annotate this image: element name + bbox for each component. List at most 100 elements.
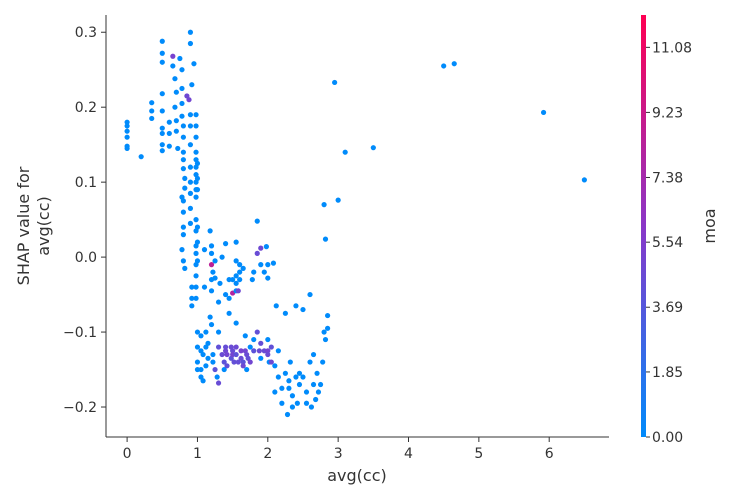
scatter-point — [194, 175, 201, 182]
scatter-point — [189, 303, 195, 309]
scatter-point — [214, 374, 220, 380]
scatter-point — [273, 303, 279, 309]
scatter-point — [189, 295, 195, 301]
scatter-point — [315, 389, 322, 395]
y-tick-label: −0.2 — [63, 400, 97, 416]
scatter-point — [159, 38, 165, 44]
scatter-point — [138, 154, 144, 160]
scatter-point — [325, 325, 331, 331]
scatter-point — [124, 145, 130, 152]
scatter-point — [303, 400, 310, 406]
scatter-point — [268, 344, 274, 350]
scatter-point — [251, 348, 257, 354]
scatter-point — [208, 262, 215, 268]
scatter-point — [296, 370, 303, 376]
y-axis-title-line-1: SHAP value for — [14, 166, 33, 285]
scatter-point — [226, 310, 232, 316]
scatter-point — [270, 260, 277, 266]
scatter-point — [124, 119, 130, 125]
scatter-point — [166, 119, 172, 125]
scatter-point — [258, 355, 264, 361]
scatter-point — [207, 228, 213, 234]
scatter-point — [205, 340, 211, 346]
scatter-point — [249, 276, 255, 283]
scatter-point — [194, 160, 201, 167]
scatter-point — [180, 209, 186, 215]
scatter-point — [175, 145, 181, 152]
scatter-point — [219, 351, 225, 358]
scatter-point — [187, 123, 194, 129]
scatter-point — [189, 284, 195, 290]
y-axis-title: SHAP value for avg(cc) — [14, 166, 53, 285]
scatter-point — [284, 411, 291, 418]
scatter-point — [238, 348, 244, 354]
scatter-point — [310, 381, 317, 388]
scatter-point — [180, 134, 186, 140]
colorbar-ticks: 0.00 1.85 3.69 5.54 7.38 9.23 11.08 — [646, 40, 692, 446]
scatter-point — [230, 276, 236, 283]
scatter-point — [182, 185, 188, 191]
scatter-point — [177, 55, 183, 62]
scatter-point — [287, 359, 293, 365]
scatter-point — [294, 400, 300, 406]
colorbar-tick-label: 3.69 — [652, 300, 683, 316]
scatter-point — [191, 61, 197, 67]
x-tick-label: 1 — [193, 446, 202, 462]
scatter-point — [300, 374, 306, 380]
scatter-point — [201, 247, 208, 253]
scatter-point — [540, 109, 547, 116]
scatter-point — [159, 130, 165, 137]
scatter-point — [265, 351, 271, 358]
scatter-point — [215, 299, 222, 305]
scatter-point — [149, 115, 155, 122]
scatter-point — [212, 275, 218, 281]
scatter-point — [172, 104, 178, 110]
scatter-point — [222, 241, 229, 247]
scatter-point — [208, 321, 215, 328]
scatter-point — [124, 134, 130, 140]
scatter-point — [215, 344, 222, 350]
scatter-point — [198, 366, 204, 373]
scatter-point — [149, 100, 155, 106]
scatter-point — [254, 218, 260, 224]
scatter-point — [242, 333, 248, 339]
scatter-point — [173, 128, 179, 134]
scatter-point — [180, 198, 186, 204]
scatter-point — [159, 142, 165, 148]
colorbar-title: moa — [700, 208, 719, 243]
scatter-point — [265, 275, 271, 281]
y-tick-label: 0.0 — [75, 250, 97, 266]
scatter-point — [307, 291, 313, 298]
scatter-point — [289, 404, 296, 410]
scatter-point — [172, 76, 178, 82]
scatter-point — [187, 164, 194, 170]
scatter-point — [231, 359, 237, 365]
scatter-point — [212, 258, 218, 264]
scatter-point — [320, 359, 326, 365]
colorbar-tick-label: 1.85 — [652, 365, 683, 381]
scatter-point — [222, 344, 229, 350]
scatter-point — [193, 112, 199, 118]
scatter-point — [179, 247, 185, 253]
scatter-point — [308, 404, 315, 410]
scatter-point — [325, 312, 331, 319]
scatter-point — [194, 329, 201, 335]
scatter-point — [215, 329, 222, 335]
scatter-point — [205, 355, 211, 361]
scatter-point — [189, 82, 195, 88]
scatter-point — [300, 306, 306, 313]
x-tick-label: 2 — [263, 446, 272, 462]
scatter-point — [193, 149, 199, 155]
scatter-point — [272, 363, 278, 369]
scatter-point — [187, 29, 194, 35]
scatter-point — [265, 262, 271, 268]
scatter-point — [221, 359, 227, 365]
scatter-point — [286, 378, 292, 384]
scatter-point — [332, 79, 338, 86]
scatter-point — [187, 220, 194, 226]
scatter-point — [282, 310, 288, 316]
scatter-point — [194, 344, 201, 350]
scatter-point — [256, 348, 262, 354]
scatter-point — [258, 262, 264, 268]
scatter-point — [233, 344, 239, 350]
